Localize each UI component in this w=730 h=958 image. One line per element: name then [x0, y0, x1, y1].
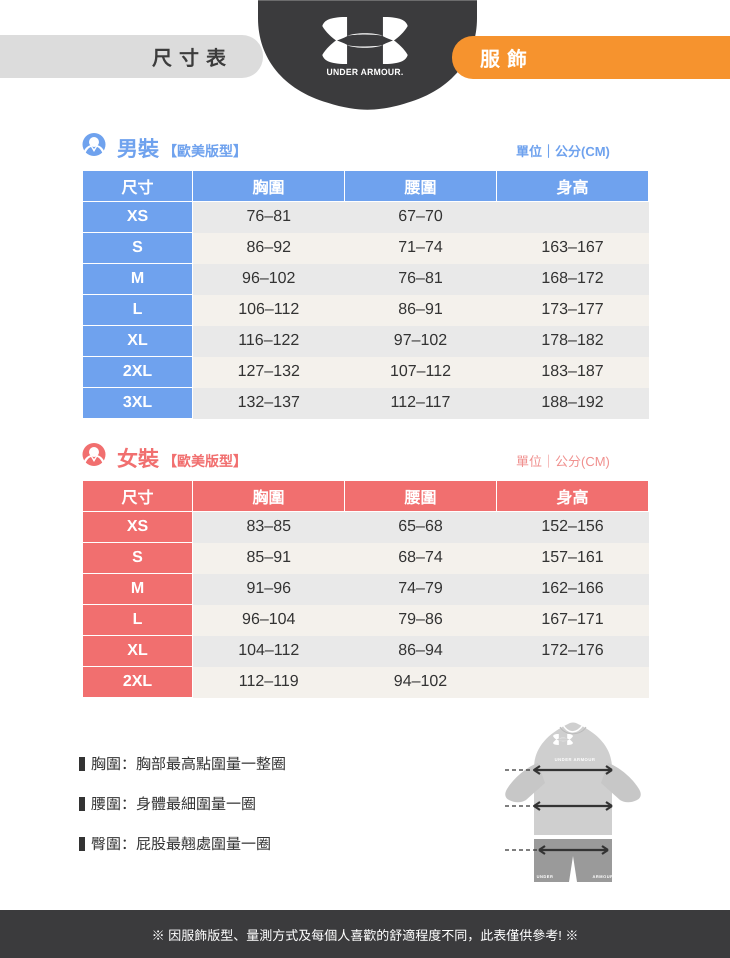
svg-text:ARMOUR: ARMOUR: [593, 874, 614, 879]
svg-text:UNDER ARMOUR: UNDER ARMOUR: [555, 757, 596, 762]
svg-text:UNDER: UNDER: [537, 874, 554, 879]
